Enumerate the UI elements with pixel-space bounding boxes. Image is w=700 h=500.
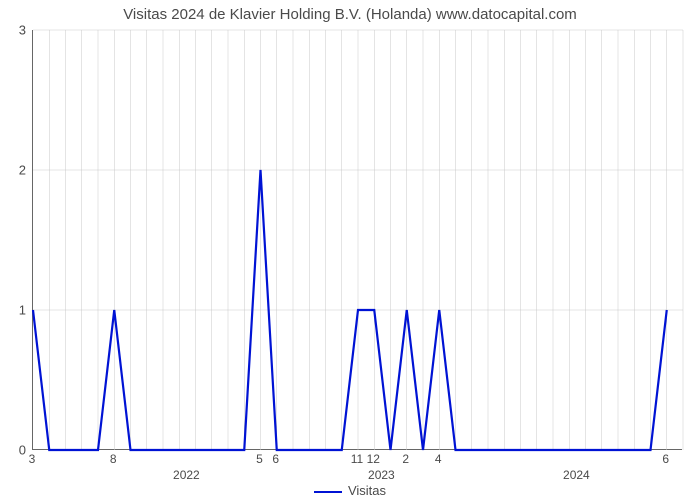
y-tick-label: 1	[6, 303, 26, 318]
x-tick-label: 12	[367, 452, 380, 466]
legend: Visitas	[0, 483, 700, 498]
x-year-label: 2024	[563, 468, 590, 482]
x-tick-label: 2	[402, 452, 409, 466]
x-tick-label: 5	[256, 452, 263, 466]
x-tick-label: 6	[272, 452, 279, 466]
x-year-label: 2022	[173, 468, 200, 482]
legend-swatch	[314, 491, 342, 493]
plot-area	[32, 30, 682, 450]
x-tick-label: 3	[29, 452, 36, 466]
x-tick-label: 8	[110, 452, 117, 466]
y-tick-label: 2	[6, 163, 26, 178]
x-tick-label: 4	[435, 452, 442, 466]
x-tick-label: 11	[351, 452, 363, 466]
x-tick-label: 6	[662, 452, 669, 466]
chart-title: Visitas 2024 de Klavier Holding B.V. (Ho…	[0, 6, 700, 23]
y-tick-label: 3	[6, 23, 26, 38]
y-tick-label: 0	[6, 443, 26, 458]
chart-container: Visitas 2024 de Klavier Holding B.V. (Ho…	[0, 0, 700, 500]
x-year-label: 2023	[368, 468, 395, 482]
legend-label: Visitas	[348, 483, 386, 498]
chart-svg	[33, 30, 682, 449]
